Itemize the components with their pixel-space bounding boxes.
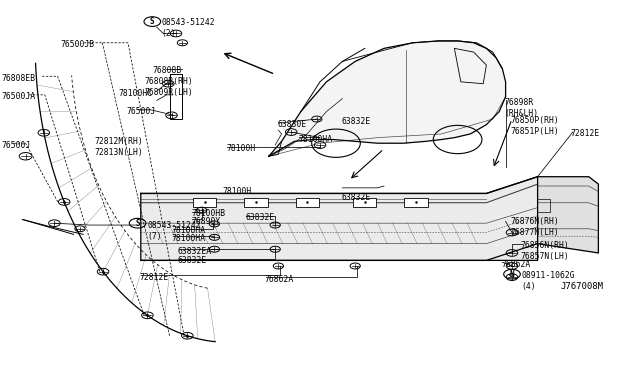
Text: 76500JA: 76500JA [2, 92, 36, 101]
Polygon shape [538, 177, 598, 253]
Text: J767008M: J767008M [560, 282, 603, 291]
Text: 72812M(RH)
72813N(LH): 72812M(RH) 72813N(LH) [95, 137, 143, 157]
Bar [353, 198, 376, 207]
Text: 63832E: 63832E [246, 213, 275, 222]
Text: 76808R(RH)
76809R(LH): 76808R(RH) 76809R(LH) [144, 77, 193, 97]
Text: 76500JB: 76500JB [61, 40, 95, 49]
Text: 63832EA: 63832EA [178, 247, 212, 256]
Text: 76808B: 76808B [152, 66, 182, 75]
Text: 08911-1062G
(4): 08911-1062G (4) [522, 271, 575, 291]
Text: 63832E: 63832E [342, 193, 371, 202]
Text: 63832E: 63832E [178, 256, 207, 265]
Text: N: N [509, 270, 515, 279]
Text: 76500J: 76500J [127, 107, 156, 116]
Bar [404, 198, 428, 207]
Text: 76890Y: 76890Y [191, 217, 221, 226]
Text: 76862A: 76862A [264, 275, 294, 283]
Bar [193, 198, 216, 207]
Text: 08543-51242
(7): 08543-51242 (7) [147, 221, 201, 241]
Text: 72812E: 72812E [571, 129, 600, 138]
Text: S: S [150, 17, 155, 26]
Text: S: S [135, 219, 140, 228]
Text: 76856N(RH)
76857N(LH): 76856N(RH) 76857N(LH) [520, 241, 569, 261]
Text: 78100HA: 78100HA [172, 226, 205, 235]
Polygon shape [269, 41, 506, 156]
Bar [244, 198, 268, 207]
Text: 78100HA: 78100HA [299, 135, 333, 144]
Text: 08543-51242
(2): 08543-51242 (2) [161, 18, 215, 38]
Text: 76808EB: 76808EB [2, 74, 36, 83]
Text: 78100HA: 78100HA [172, 234, 205, 243]
Text: 63830E: 63830E [278, 120, 307, 129]
Text: 76898R
(RH&LH): 76898R (RH&LH) [504, 98, 538, 118]
Text: 76862A: 76862A [501, 260, 531, 269]
Text: 72812E: 72812E [140, 273, 169, 282]
Text: 78100H: 78100H [222, 187, 252, 196]
Text: 78100HB: 78100HB [191, 209, 225, 218]
Polygon shape [141, 177, 538, 260]
Text: 76500J: 76500J [2, 141, 31, 150]
Text: 63832E: 63832E [342, 117, 371, 126]
Text: 78100HC: 78100HC [118, 89, 152, 97]
Bar [296, 198, 319, 207]
Text: 76850P(RH)
76851P(LH): 76850P(RH) 76851P(LH) [511, 116, 559, 136]
Text: 78100H: 78100H [227, 144, 256, 153]
Text: 76876N(RH)
76877N(LH): 76876N(RH) 76877N(LH) [511, 217, 559, 237]
